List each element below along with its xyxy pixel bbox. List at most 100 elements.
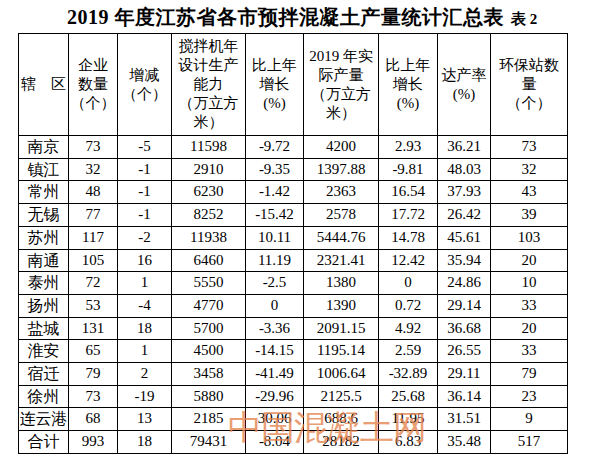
- data-cell: 65: [69, 340, 118, 363]
- data-cell: 29.11: [438, 363, 491, 386]
- row-label-cell: 苏州: [19, 226, 69, 249]
- table-row: 徐州73-195880-29.962125.525.6836.1423: [19, 385, 568, 408]
- data-cell: 77: [69, 204, 118, 227]
- table-row: 镇江32-12910-9.351397.88-9.8148.0332: [19, 158, 568, 181]
- table-header-row: 辖 区企业 数量 （个）增减 （个）搅拌机年 设计生产 能力 （万立方 米）比上…: [19, 34, 568, 136]
- data-cell: 517: [491, 431, 568, 454]
- data-cell: 20: [491, 249, 568, 272]
- data-cell: 35.94: [438, 249, 491, 272]
- data-cell: 48.03: [438, 158, 491, 181]
- data-cell: -1: [118, 204, 172, 227]
- data-cell: 29.14: [438, 294, 491, 317]
- data-cell: 3458: [172, 363, 246, 386]
- data-cell: 30.06: [246, 408, 304, 431]
- header-cell: 达产率 (%): [438, 34, 491, 136]
- data-cell: 6.83: [379, 431, 438, 454]
- header-cell: 企业 数量 （个）: [69, 34, 118, 136]
- table-row: 常州48-16230-1.42236316.5437.9343: [19, 181, 568, 204]
- table-body: 南京73-511598-9.7242002.9336.2173镇江 32 -1291…: [19, 136, 568, 454]
- data-cell: 79: [69, 363, 118, 386]
- data-cell: 53: [69, 294, 118, 317]
- document-page: 2019 年度江苏省各市预拌混凝土产量统计汇总表表 2 辖 区企业 数量 （个）…: [0, 0, 604, 472]
- stats-table: 辖 区企业 数量 （个）增减 （个）搅拌机年 设计生产 能力 （万立方 米）比上…: [18, 33, 568, 454]
- data-cell: 43: [491, 181, 568, 204]
- data-cell: 5444.76: [304, 226, 379, 249]
- data-cell: 105: [69, 249, 118, 272]
- data-cell: 4.92: [379, 317, 438, 340]
- data-cell: -29.96: [246, 385, 304, 408]
- data-cell: -5: [118, 136, 172, 159]
- data-cell: -19: [118, 385, 172, 408]
- data-cell: 36.68: [438, 317, 491, 340]
- row-label-cell: 常州: [19, 181, 69, 204]
- data-cell: -9.35: [246, 158, 304, 181]
- row-label-cell: 泰州: [19, 272, 69, 295]
- data-cell: -2: [118, 226, 172, 249]
- data-cell: 68: [69, 408, 118, 431]
- data-cell: 2185: [172, 408, 246, 431]
- table-row: 淮安6514500-14.151195.142.5926.5533: [19, 340, 568, 363]
- data-cell: 18: [118, 431, 172, 454]
- data-cell: -1: [118, 158, 172, 181]
- table-row: 扬州53-44770013900.7229.1433: [19, 294, 568, 317]
- table-row: 南通10516646011.192321.4112.4235.9420: [19, 249, 568, 272]
- header-cell: 辖 区: [19, 34, 69, 136]
- title-text: 2019 年度江苏省各市预拌混凝土产量统计汇总表: [67, 6, 504, 28]
- data-cell: 6460: [172, 249, 246, 272]
- data-cell: -1.42: [246, 181, 304, 204]
- data-cell: -9.81: [379, 158, 438, 181]
- data-cell: 2910: [172, 158, 246, 181]
- row-label-cell: 南通: [19, 249, 69, 272]
- data-cell: -9.72: [246, 136, 304, 159]
- row-label-cell: 盐城: [19, 317, 69, 340]
- table-row: 南京73-511598-9.7242002.9336.2173: [19, 136, 568, 159]
- data-cell: 73: [69, 385, 118, 408]
- data-cell: 23: [491, 385, 568, 408]
- row-label-cell: 南京: [19, 136, 69, 159]
- table-row: 宿迁7923458-41.491006.64-32.8929.1179: [19, 363, 568, 386]
- data-cell: 20: [491, 317, 568, 340]
- data-cell: 2578: [304, 204, 379, 227]
- data-cell: 25.68: [379, 385, 438, 408]
- row-label-cell: 宿迁: [19, 363, 69, 386]
- data-cell: 28182: [304, 431, 379, 454]
- data-cell: 6230: [172, 181, 246, 204]
- header-cell: 增减 （个）: [118, 34, 172, 136]
- data-cell: 11938: [172, 226, 246, 249]
- data-cell: 79431: [172, 431, 246, 454]
- data-cell: 1390: [304, 294, 379, 317]
- row-label-cell: 镇江: [19, 158, 69, 181]
- data-cell: 9: [491, 408, 568, 431]
- data-cell: 37.93: [438, 181, 491, 204]
- data-cell: 4200: [304, 136, 379, 159]
- data-cell: 36.14: [438, 385, 491, 408]
- data-cell: 1: [118, 340, 172, 363]
- data-cell: 33: [491, 340, 568, 363]
- data-cell: 2091.15: [304, 317, 379, 340]
- table-row: 盐城131185700-3.362091.154.9236.6820: [19, 317, 568, 340]
- data-cell: 2363: [304, 181, 379, 204]
- row-label-cell: 淮安: [19, 340, 69, 363]
- data-cell: -15.42: [246, 204, 304, 227]
- data-cell: 131: [69, 317, 118, 340]
- data-cell: 32: [491, 158, 568, 181]
- data-cell: 5880: [172, 385, 246, 408]
- data-cell: 31.51: [438, 408, 491, 431]
- data-cell: 26.42: [438, 204, 491, 227]
- data-cell: 73: [69, 136, 118, 159]
- data-cell: 73: [491, 136, 568, 159]
- header-cell: 比上年 增长 (%): [246, 34, 304, 136]
- header-cell: 搅拌机年 设计生产 能力 （万立方 米）: [172, 34, 246, 136]
- data-cell: 36.21: [438, 136, 491, 159]
- data-cell: 5700: [172, 317, 246, 340]
- data-cell: 72: [69, 272, 118, 295]
- data-cell: 0: [246, 294, 304, 317]
- data-cell: 26.55: [438, 340, 491, 363]
- header-cell: 2019 年实 际产量 （万立方 米）: [304, 34, 379, 136]
- data-cell: 11.19: [246, 249, 304, 272]
- data-cell: 5550: [172, 272, 246, 295]
- data-cell: 18: [118, 317, 172, 340]
- table-row: 苏州117-21193810.115444.7614.7845.61103: [19, 226, 568, 249]
- table-row: 无锡77-18252-15.42257817.7226.4239: [19, 204, 568, 227]
- row-label-cell: 无锡: [19, 204, 69, 227]
